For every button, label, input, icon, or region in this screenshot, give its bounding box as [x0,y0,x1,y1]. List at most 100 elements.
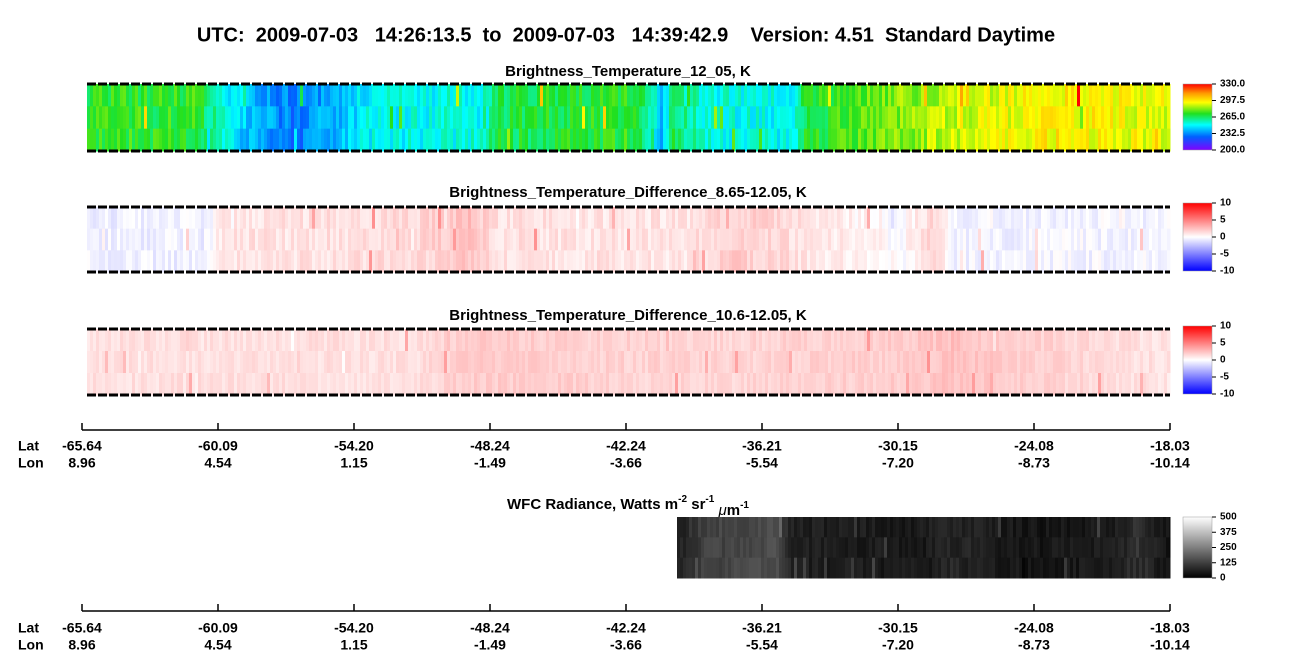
heatmap-cell [273,207,277,230]
heatmap-cell [504,250,508,273]
heatmap-cell [1107,128,1111,152]
heatmap-cell [1152,373,1156,396]
heatmap-cell [231,329,235,352]
heatmap-cell [513,128,517,152]
heatmap-cell [756,250,760,273]
heatmap-cell [792,128,796,152]
heatmap-cell [998,557,1002,579]
heatmap-cell [282,106,286,130]
heatmap-cell [1038,228,1042,251]
heatmap-cell [927,351,931,374]
heatmap-cell [183,207,187,230]
heatmap-cell [651,250,655,273]
heatmap-cell [582,373,586,396]
heatmap-cell [612,128,616,152]
heatmap-cell [1035,128,1039,152]
heatmap-cell [1062,84,1066,107]
heatmap-cell [783,128,787,152]
heatmap-cell [633,373,637,396]
heatmap-cell [426,373,430,396]
heatmap-cell [1047,329,1051,352]
heatmap-cell [546,373,550,396]
heatmap-cell [956,557,960,579]
heatmap-cell [264,228,268,251]
heatmap-cell [156,207,160,230]
heatmap-cell [306,228,310,251]
heatmap-cell [537,373,541,396]
heatmap-cell [993,373,997,396]
heatmap-cell [636,106,640,130]
heatmap-cell [360,228,364,251]
heatmap-cell [435,84,439,107]
heatmap-cell [852,106,856,130]
heatmap-cell [351,329,355,352]
heatmap-cell [615,128,619,152]
heatmap-cell [827,537,831,559]
heatmap-cell [609,84,613,107]
heatmap-cell [492,329,496,352]
heatmap-cell [807,373,811,396]
heatmap-cell [546,250,550,273]
heatmap-cell [225,351,229,374]
heatmap-cell [606,250,610,273]
heatmap-cell [195,106,199,130]
heatmap-cell [876,329,880,352]
heatmap-cell [798,228,802,251]
heatmap-cell [908,517,912,538]
heatmap-cell [1128,373,1132,396]
heatmap-cell [1097,517,1101,538]
heatmap-cell [1140,128,1144,152]
heatmap-cell [801,84,805,107]
heatmap-cell [990,250,994,273]
heatmap-cell [306,351,310,374]
heatmap-cell [1097,557,1101,579]
heatmap-cell [126,373,130,396]
heatmap-cell [660,84,664,107]
heatmap-cell [960,329,964,352]
heatmap-cell [201,84,205,107]
heatmap-cell [111,106,115,130]
heatmap-cell [672,373,676,396]
heatmap-cell [978,84,982,107]
heatmap-cell [840,207,844,230]
heatmap-cell [429,351,433,374]
heatmap-cell [657,250,661,273]
heatmap-cell [1035,84,1039,107]
heatmap-cell [600,228,604,251]
axis-tick-label: 4.54 [204,455,231,471]
heatmap-cell [630,250,634,273]
heatmap-cell [426,329,430,352]
heatmap-cell [759,351,763,374]
heatmap-cell [597,228,601,251]
heatmap-cell [339,128,343,152]
heatmap-cell [785,517,789,538]
heatmap-cell [123,207,127,230]
heatmap-cell [162,106,166,130]
heatmap-cell [953,517,957,538]
heatmap-cell [693,106,697,130]
heatmap-cell [840,84,844,107]
heatmap-cell [270,228,274,251]
heatmap-cell [1035,351,1039,374]
heatmap-cell [336,351,340,374]
heatmap-cell [564,106,568,130]
heatmap-cell [1071,128,1075,152]
heatmap-cell [387,351,391,374]
heatmap-cell [681,207,685,230]
heatmap-cell [909,351,913,374]
heatmap-cell [1092,128,1096,152]
heatmap-cell [405,84,409,107]
heatmap-cell [698,517,702,538]
heatmap-cell [923,557,927,579]
heatmap-cell [246,106,250,130]
heatmap-cell [752,557,756,579]
heatmap-cell [762,329,766,352]
heatmap-cell [885,351,889,374]
heatmap-cell [765,250,769,273]
heatmap-cell [888,329,892,352]
heatmap-cell [711,329,715,352]
heatmap-cell [225,84,229,107]
heatmap-cell [813,250,817,273]
heatmap-cell [642,228,646,251]
heatmap-cell [363,106,367,130]
